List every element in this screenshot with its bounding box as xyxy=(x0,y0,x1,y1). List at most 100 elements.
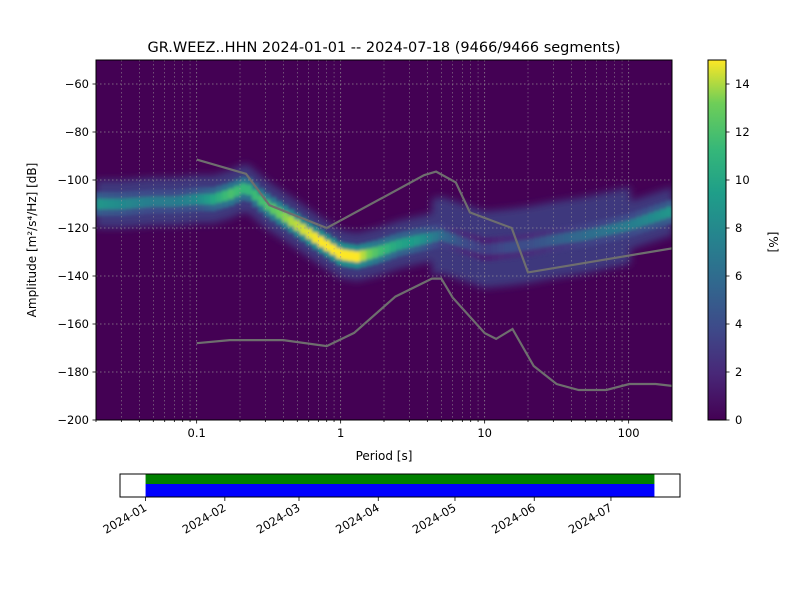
density-column xyxy=(468,239,475,251)
density-column xyxy=(312,232,319,243)
density-column xyxy=(306,228,313,239)
density-column xyxy=(396,239,403,250)
density-column xyxy=(102,198,109,210)
density-column xyxy=(276,207,283,219)
density-column xyxy=(426,232,433,244)
density-column xyxy=(108,198,115,210)
colorbar-tick-label: 6 xyxy=(735,269,742,283)
colorbar-tick-label: 2 xyxy=(735,365,742,379)
density-column xyxy=(642,214,649,226)
density-column xyxy=(624,220,631,232)
x-tick-label: 10 xyxy=(477,426,492,440)
x-tick-label: 1 xyxy=(337,426,344,440)
density-column xyxy=(510,241,517,253)
x-ticks: 0.1 1 10 100 xyxy=(95,420,673,440)
density-column xyxy=(336,248,343,259)
density-column xyxy=(168,196,175,207)
density-column xyxy=(132,197,139,209)
density-column xyxy=(390,241,397,252)
density-column xyxy=(582,229,589,241)
timeline-tick-label: 2024-06 xyxy=(489,500,538,536)
density-column xyxy=(462,237,469,249)
density-column xyxy=(330,244,337,255)
y-tick-label: −60 xyxy=(65,77,89,91)
density-column xyxy=(540,236,547,248)
density-column xyxy=(450,233,457,245)
colorbar-ticks: 0 2 4 6 8 10 12 14 xyxy=(726,77,750,427)
colorbar-tick-label: 4 xyxy=(735,317,742,331)
density-ridge xyxy=(96,176,672,269)
x-tick-label: 100 xyxy=(618,426,640,440)
timeline-tick-label: 2024-04 xyxy=(333,500,382,536)
density-column xyxy=(534,237,541,249)
timeline-tick-label: 2024-02 xyxy=(180,500,229,536)
timeline-tick-label: 2024-05 xyxy=(410,500,459,536)
density-column xyxy=(366,248,373,260)
colorbar-tick-label: 0 xyxy=(735,413,742,427)
density-column xyxy=(618,222,625,233)
density-column xyxy=(258,194,265,206)
density-column xyxy=(156,196,163,207)
density-column xyxy=(414,235,421,246)
density-column xyxy=(222,190,229,202)
density-column xyxy=(174,196,181,207)
density-column xyxy=(300,224,307,235)
density-column xyxy=(270,203,277,215)
density-column xyxy=(198,193,205,205)
timeline-tick-label: 2024-07 xyxy=(566,500,615,536)
density-column xyxy=(288,215,295,227)
density-column xyxy=(324,240,331,251)
density-column xyxy=(120,198,127,210)
density-column xyxy=(654,210,661,222)
density-column xyxy=(522,239,529,251)
density-column xyxy=(144,196,151,208)
density-column xyxy=(528,238,535,250)
density-column xyxy=(504,242,511,253)
density-column xyxy=(138,197,145,208)
colorbar-gradient xyxy=(707,59,727,421)
y-axis-label: Amplitude [m²/s⁴/Hz] [dB] xyxy=(25,163,39,318)
x-axis-label: Period [s] xyxy=(356,449,413,463)
density-column xyxy=(474,241,481,253)
density-column xyxy=(606,224,613,236)
colorbar-label: [%] xyxy=(766,232,780,253)
density-column xyxy=(126,198,133,209)
density-column xyxy=(318,236,325,247)
density-column xyxy=(498,242,505,254)
density-column xyxy=(378,245,385,257)
density-column xyxy=(264,199,271,211)
density-column xyxy=(600,226,607,237)
y-tick-label: −120 xyxy=(57,221,89,235)
density-column xyxy=(210,193,217,205)
density-column xyxy=(384,243,391,254)
density-column xyxy=(150,196,157,207)
density-column xyxy=(438,229,445,241)
density-column xyxy=(636,216,643,228)
density-column xyxy=(432,231,439,242)
density-column xyxy=(660,208,667,220)
timeline-plot: 2024-01 2024-02 2024-03 2024-04 2024-05 2024-… xyxy=(100,473,681,537)
density-column xyxy=(348,250,355,262)
density-column xyxy=(240,183,247,194)
density-column xyxy=(480,243,487,255)
grid xyxy=(96,60,672,420)
density-column xyxy=(648,212,655,224)
y-tick-label: −80 xyxy=(65,125,89,139)
y-ticks: −200 −180 −160 −140 −120 −100 −80 −60 xyxy=(57,77,96,427)
density-column xyxy=(630,218,637,230)
timeline-ticks: 2024-01 2024-02 2024-03 2024-04 2024-05 2024-… xyxy=(100,497,614,537)
colorbar-tick-label: 10 xyxy=(735,173,750,187)
timeline-tick-label: 2024-03 xyxy=(254,500,303,536)
density-column xyxy=(666,206,672,218)
colorbar-tick-label: 8 xyxy=(735,221,742,235)
density-column xyxy=(546,235,553,247)
density-column xyxy=(252,189,259,201)
density-column xyxy=(96,198,103,210)
noise-model-high xyxy=(196,158,672,274)
density-column xyxy=(444,231,451,243)
density-column xyxy=(180,195,187,206)
y-tick-label: −140 xyxy=(57,269,89,283)
density-column xyxy=(114,198,121,210)
timeline-frame xyxy=(119,473,681,498)
